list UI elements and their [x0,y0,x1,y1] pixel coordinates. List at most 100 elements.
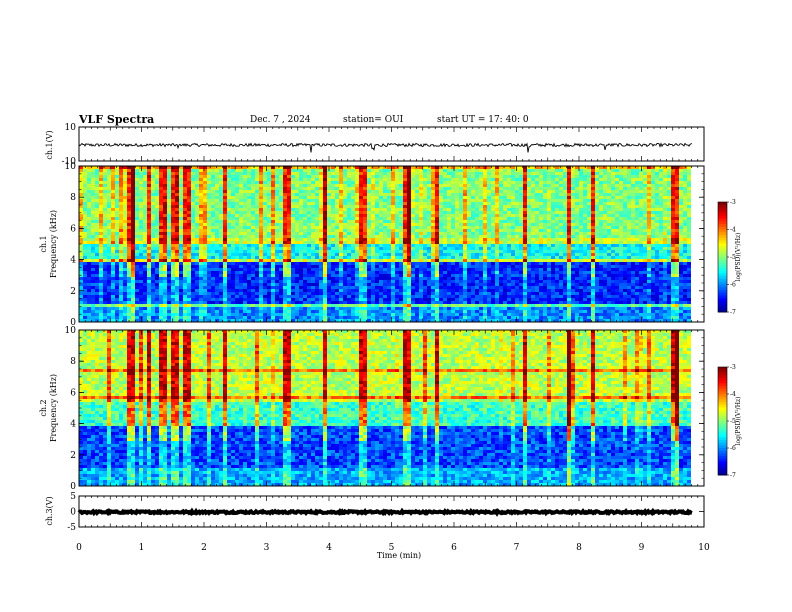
spectrogram-cell [251,181,255,184]
spectrogram-cell [179,175,183,178]
spectrogram-cell [451,211,455,214]
spectrogram-cell [647,214,651,217]
spectrogram-cell [303,250,307,253]
spectrogram-cell [499,196,503,199]
spectrogram-cell [319,217,323,220]
spectrogram-cell [199,238,203,241]
spectrogram-cell [535,187,539,190]
spectrogram-cell [231,220,235,223]
spectrogram-cell [127,205,131,208]
spectrogram-cell [123,175,127,178]
spectrogram-cell [231,172,235,175]
spectrogram-cell [663,253,667,256]
spectrogram-cell [423,238,427,241]
spectrogram-cell [447,235,451,238]
spectrogram-cell [583,169,587,172]
spectrogram-cell [151,178,155,181]
spectrogram-cell [403,247,407,250]
spectrogram-cell [511,241,515,244]
spectrogram-cell [335,172,339,175]
spectrogram-cell [279,241,283,244]
spectrogram-cell [263,262,267,265]
spectrogram-cell [587,169,591,172]
spectrogram-cell [283,235,287,238]
spectrogram-cell [319,193,323,196]
spectrogram-cell [431,184,435,187]
spectrogram-cell [219,172,223,175]
spectrogram-cell [243,196,247,199]
spectrogram-cell [247,259,251,262]
spectrogram-cell [511,238,515,241]
spectrogram-cell [155,250,159,253]
spectrogram-cell [419,223,423,226]
spectrogram-cell [311,238,315,241]
spectrogram-cell [215,181,219,184]
spectrogram-cell [583,250,587,253]
spectrogram-cell [183,235,187,238]
spectrogram-cell [355,193,359,196]
spectrogram-cell [135,232,139,235]
spectrogram-cell [359,193,363,196]
spectrogram-cell [263,193,267,196]
spectrogram-cell [339,241,343,244]
spectrogram-cell [159,229,163,232]
spectrogram-cell [239,262,243,265]
spectrogram-cell [195,226,199,229]
spectrogram-cell [519,172,523,175]
spectrogram-cell [675,199,679,202]
spectrogram-cell [135,220,139,223]
spectrogram-cell [559,217,563,220]
spectrogram-cell [651,250,655,253]
spectrogram-cell [99,172,103,175]
spectrogram-cell [659,172,663,175]
spectrogram-cell [483,169,487,172]
spectrogram-cell [415,208,419,211]
spectrogram-cell [399,244,403,247]
spectrogram-cell [547,175,551,178]
spectrogram-cell [183,253,187,256]
spectrogram-cell [599,241,603,244]
spectrogram-cell [647,235,651,238]
spectrogram-cell [651,178,655,181]
spectrogram-cell [107,202,111,205]
spectrogram-cell [495,184,499,187]
spectrogram-cell [343,184,347,187]
spectrogram-cell [351,262,355,265]
spectrogram-cell [499,241,503,244]
spectrogram-cell [587,172,591,175]
spectrogram-cell [247,253,251,256]
spectrogram-cell [679,223,683,226]
spectrogram-cell [547,208,551,211]
spectrogram-cell [343,241,347,244]
spectrogram-cell [415,238,419,241]
spectrogram-cell [543,226,547,229]
spectrogram-cell [147,247,151,250]
spectrogram-cell [427,169,431,172]
spectrogram-cell [619,247,623,250]
spectrogram-cell [103,169,107,172]
spectrogram-cell [415,181,419,184]
spectrogram-cell [255,169,259,172]
spectrogram-cell [439,169,443,172]
spectrogram-cell [291,217,295,220]
spectrogram-cell [367,220,371,223]
spectrogram-cell [663,211,667,214]
spectrogram-cell [367,178,371,181]
spectrogram-cell [355,223,359,226]
spectrogram-cell [271,193,275,196]
spectrogram-cell [319,232,323,235]
spectrogram-cell [343,223,347,226]
spectrogram-cell [135,190,139,193]
spectrogram-cell [103,229,107,232]
spectrogram-cell [619,217,623,220]
spectrogram-cell [315,223,319,226]
spectrogram-cell [519,256,523,259]
spectrogram-cell [595,211,599,214]
spectrogram-cell [143,235,147,238]
spectrogram-cell [519,223,523,226]
spectrogram-cell [267,214,271,217]
spectrogram-cell [351,187,355,190]
spectrogram-cell [215,211,219,214]
spectrogram-cell [547,235,551,238]
spectrogram-cell [371,250,375,253]
